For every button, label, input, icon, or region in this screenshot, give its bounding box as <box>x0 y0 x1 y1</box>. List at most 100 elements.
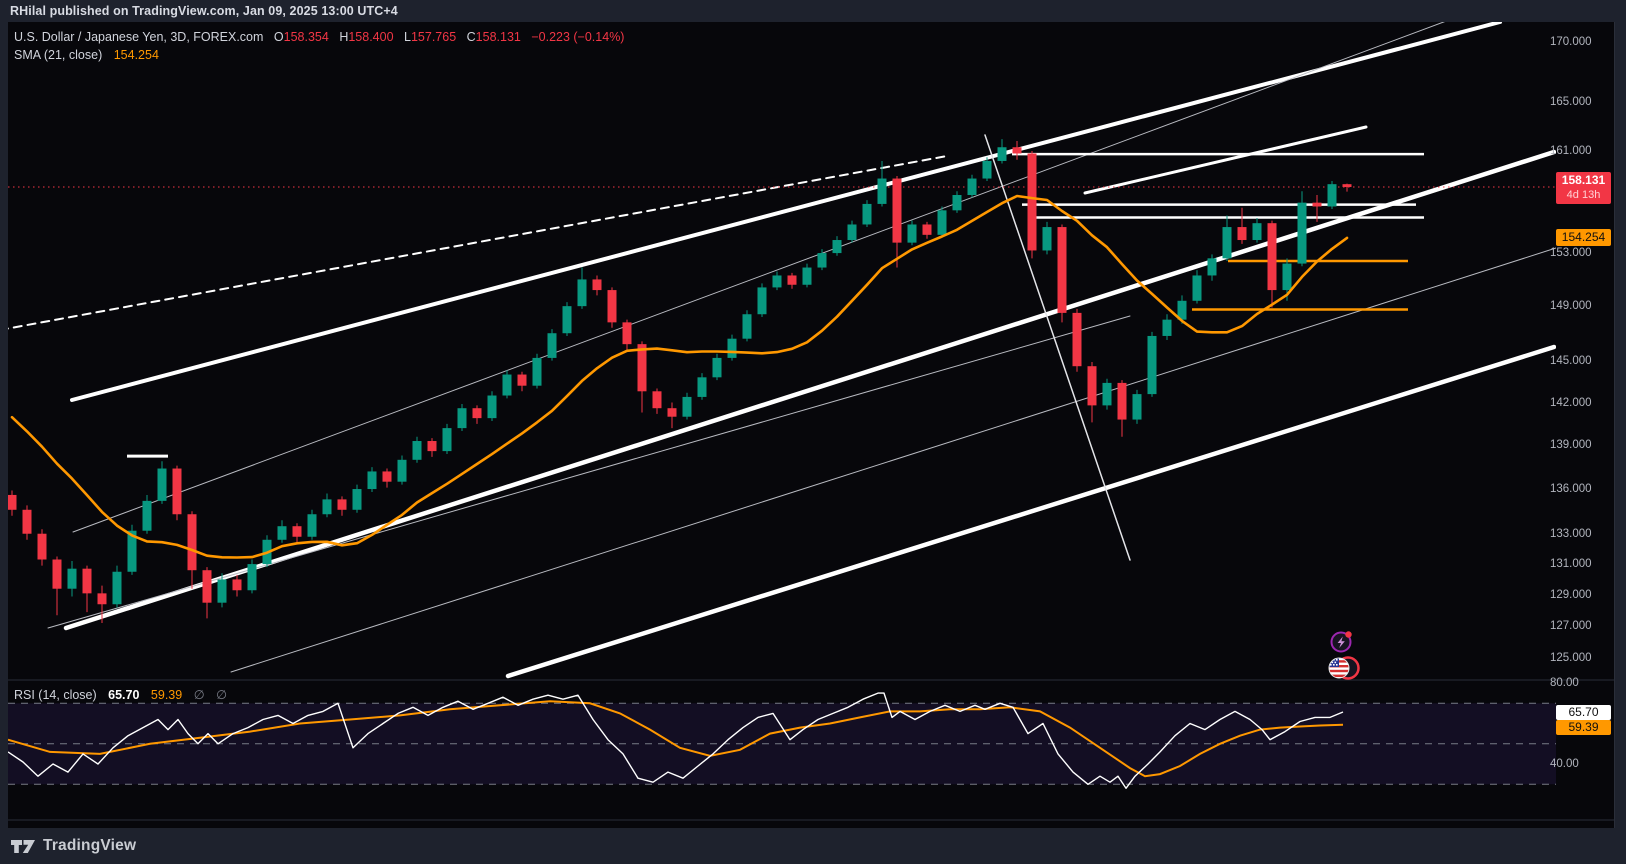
candle-body <box>442 428 452 452</box>
trendline-thin-channel-3[interactable] <box>230 247 1556 673</box>
candle-body <box>1177 300 1187 320</box>
rsi-pane[interactable] <box>8 692 1556 789</box>
candle-body <box>1237 227 1247 241</box>
high-value: 158.400 <box>348 30 394 44</box>
candle-body <box>172 468 182 515</box>
candle-body <box>607 290 617 323</box>
candle-body <box>187 514 197 571</box>
trendline-crash-line[interactable] <box>984 134 1131 561</box>
trendline-channel-mid-thick[interactable] <box>63 149 1556 631</box>
pane-separators <box>8 679 1614 821</box>
rsi-axis-label-40.00: 40.00 <box>1550 758 1579 771</box>
candle-body <box>1162 319 1172 336</box>
candle-body <box>382 471 392 482</box>
candle-body <box>532 357 542 386</box>
rsi-empty-1: ∅ <box>193 688 205 702</box>
current-price-badge: 158.131 4d 13h <box>1556 171 1611 204</box>
candle-body <box>667 408 677 417</box>
trendline-thin-channel-2[interactable] <box>72 20 1449 533</box>
chart-panel[interactable] <box>8 22 1615 828</box>
symbol-legend[interactable]: U.S. Dollar / Japanese Yen, 3D, FOREX.co… <box>14 30 624 44</box>
trendline-upper-stub[interactable] <box>1083 125 1368 195</box>
sma-line[interactable] <box>10 194 1349 559</box>
candle-body <box>112 571 122 605</box>
footer-brand[interactable]: TradingView <box>10 836 136 856</box>
rsi-ma-line[interactable] <box>8 700 1344 778</box>
current-price-value: 158.131 <box>1561 172 1606 187</box>
us-flag-icon[interactable] <box>1328 656 1360 680</box>
candle-body <box>847 224 857 241</box>
price-axis-label-145.000: 145.000 <box>1550 354 1592 367</box>
open-value: 158.354 <box>283 30 329 44</box>
close-label: C <box>466 30 476 44</box>
candle-body <box>1012 147 1022 154</box>
candle-body <box>757 287 767 315</box>
candle-body <box>637 344 647 392</box>
candle-body <box>472 408 482 419</box>
sma-legend[interactable]: SMA (21, close) 154.254 <box>14 48 159 62</box>
high-label: H <box>339 30 349 44</box>
trendline-channel-top-thick[interactable] <box>70 22 1502 402</box>
sma-label[interactable]: SMA (21, close) <box>14 48 103 62</box>
candle-body <box>982 160 992 179</box>
candle-body <box>1147 335 1157 395</box>
rsi-legend[interactable]: RSI (14, close) 65.70 59.39 ∅ ∅ <box>14 687 227 702</box>
close-value: 158.131 <box>475 30 521 44</box>
price-axis-label-131.000: 131.000 <box>1550 558 1592 571</box>
trendline-dashed-upper[interactable] <box>0 155 948 330</box>
candle-body <box>742 314 752 339</box>
candle-body <box>772 275 782 288</box>
candle-body <box>1222 227 1232 259</box>
trendline-channel-bottom-thick[interactable] <box>505 344 1556 679</box>
candle-body <box>502 374 512 396</box>
candle-body <box>1267 223 1277 291</box>
low-label: L <box>404 30 411 44</box>
candle-body <box>127 530 137 572</box>
candle-body <box>487 395 497 419</box>
candle-body <box>817 253 827 268</box>
candle-body <box>307 514 317 537</box>
boost-sparkle-icon[interactable] <box>1330 631 1352 653</box>
candle-body <box>1327 184 1337 207</box>
rsi-line[interactable] <box>8 692 1344 789</box>
candle-body <box>67 568 77 589</box>
rsi-label[interactable]: RSI (14, close) <box>14 688 97 702</box>
candle-body <box>1342 184 1352 187</box>
candle-body <box>1117 382 1127 420</box>
rsi-empty-2: ∅ <box>216 688 227 702</box>
price-axis-label-161.000: 161.000 <box>1550 144 1592 157</box>
change-value: −0.223 (−0.14%) <box>531 30 625 44</box>
candle-body <box>457 408 467 429</box>
candle-body <box>892 178 902 243</box>
rsi-axis-label-80.00: 80.00 <box>1550 677 1579 689</box>
trendline-thin-channel-1[interactable] <box>47 315 1131 629</box>
candle-body <box>8 494 17 510</box>
candle-body <box>577 279 587 307</box>
sma-value: 154.254 <box>113 48 159 62</box>
candle-body <box>1192 275 1202 301</box>
candle-body <box>622 322 632 345</box>
price-axis-label-170.000: 170.000 <box>1550 36 1592 48</box>
price-axis-label-127.000: 127.000 <box>1550 620 1592 633</box>
rsi-ma-value-badge: 59.39 <box>1556 719 1611 735</box>
candle-body <box>1312 202 1322 207</box>
candle-body <box>427 441 437 452</box>
candle-body <box>247 564 257 591</box>
candle-body <box>367 471 377 490</box>
candle-body <box>952 195 962 211</box>
candle-body <box>907 224 917 243</box>
candle-body <box>682 396 692 417</box>
candle-body <box>217 579 227 603</box>
candle-body <box>1132 394 1142 420</box>
candle-body <box>1042 227 1052 251</box>
candle-body <box>397 459 407 482</box>
price-pane[interactable] <box>0 20 1556 679</box>
price-axis-label-153.000: 153.000 <box>1550 247 1592 260</box>
price-axis-label-136.000: 136.000 <box>1550 483 1592 496</box>
candle-body <box>937 210 947 235</box>
tradingview-logo-icon <box>11 840 35 853</box>
symbol-title[interactable]: U.S. Dollar / Japanese Yen, 3D, FOREX.co… <box>14 30 264 44</box>
price-axis-label-133.000: 133.000 <box>1550 527 1592 540</box>
candle-body <box>1087 366 1097 406</box>
